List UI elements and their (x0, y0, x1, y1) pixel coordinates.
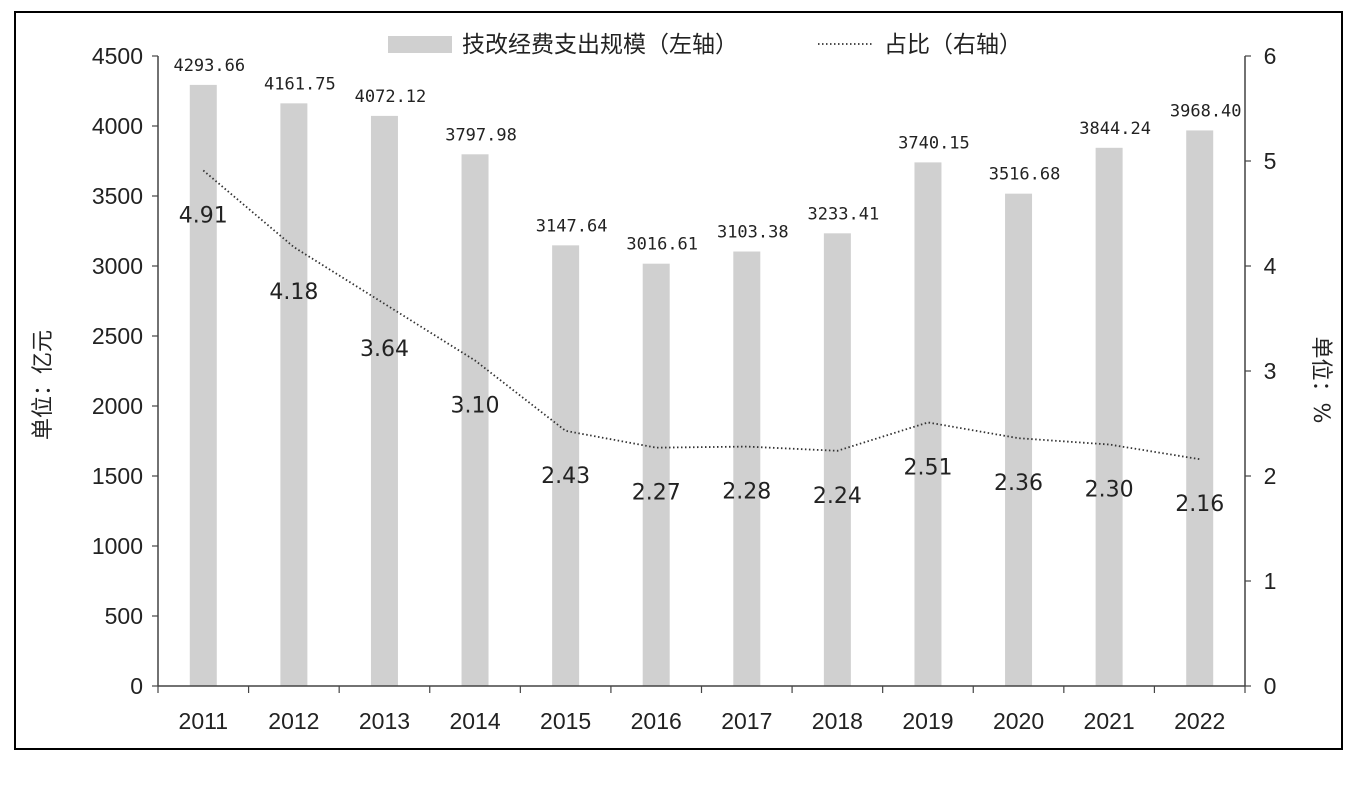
right-axis-title: 单位：% (1308, 337, 1333, 424)
ratio-value-label-2014: 3.10 (451, 394, 500, 419)
x-tick-label-2021: 2021 (1084, 708, 1135, 734)
x-tick-label-2018: 2018 (812, 708, 863, 734)
legend-label-bar: 技改经费支出规模（左轴） (462, 32, 738, 58)
left-tick-label: 500 (105, 603, 143, 629)
bar-value-label-2022: 3968.40 (1170, 101, 1242, 121)
bar-2020 (1005, 193, 1033, 686)
legend-label-line: 占比（右轴） (884, 32, 1022, 58)
left-tick-label: 1500 (92, 463, 143, 489)
ratio-line-series (202, 169, 1200, 461)
x-tick-label-2014: 2014 (449, 708, 500, 734)
data-labels: 4293.66 4161.75 4072.12 3797.98 3147.64 3016.… (173, 56, 1241, 517)
ratio-value-label-2019: 2.51 (903, 455, 952, 480)
bar-2021 (1095, 147, 1123, 686)
bar-2011 (189, 84, 217, 687)
x-tick-label-2013: 2013 (359, 708, 410, 734)
ratio-value-label-2022: 2.16 (1175, 492, 1224, 517)
legend-swatch-bar (388, 36, 452, 53)
axes: 0 500 1000 1500 2000 2500 3000 3500 4000 4500 0 1 2 3… (31, 43, 1333, 734)
right-tick-label: 1 (1264, 568, 1277, 594)
left-tick-label: 1000 (92, 533, 143, 559)
ratio-value-label-2018: 2.24 (813, 484, 862, 509)
left-tick-label: 0 (130, 673, 143, 699)
x-tick-label-2019: 2019 (902, 708, 953, 734)
x-tick-label-2017: 2017 (721, 708, 772, 734)
right-tick-label: 5 (1264, 148, 1277, 174)
x-tick-label-2016: 2016 (631, 708, 682, 734)
x-tick-label-2020: 2020 (993, 708, 1044, 734)
bar-2015 (552, 245, 580, 687)
x-tick-label-2012: 2012 (268, 708, 319, 734)
bar-value-label-2021: 3844.24 (1079, 119, 1151, 139)
left-tick-label: 2500 (92, 323, 143, 349)
right-tick-label: 4 (1264, 253, 1277, 279)
bar-series (189, 84, 1214, 687)
x-tick-label-2022: 2022 (1174, 708, 1225, 734)
left-tick-label: 2000 (92, 393, 143, 419)
bar-value-label-2015: 3147.64 (536, 216, 608, 236)
ratio-value-label-2015: 2.43 (541, 464, 590, 489)
left-tick-label: 4500 (92, 43, 143, 69)
left-tick-label: 4000 (92, 113, 143, 139)
ratio-value-label-2013: 3.64 (360, 337, 409, 362)
bar-value-label-2019: 3740.15 (898, 133, 970, 153)
bar-2012 (280, 103, 308, 687)
right-tick-label: 2 (1264, 463, 1277, 489)
ratio-value-label-2017: 2.28 (722, 480, 771, 505)
bar-value-label-2012: 4161.75 (264, 74, 336, 94)
bar-2016 (642, 263, 670, 686)
right-tick-label: 0 (1264, 673, 1277, 699)
x-tick-label-2011: 2011 (179, 708, 228, 734)
bar-2022 (1186, 130, 1214, 686)
bar-value-label-2011: 4293.66 (173, 56, 245, 76)
ratio-value-label-2016: 2.27 (632, 481, 681, 506)
bar-value-label-2014: 3797.98 (445, 125, 517, 145)
ratio-value-label-2020: 2.36 (994, 471, 1043, 496)
right-tick-label: 3 (1264, 358, 1277, 384)
legend: 技改经费支出规模（左轴） 占比（右轴） (388, 32, 1022, 58)
bar-value-label-2017: 3103.38 (717, 223, 789, 243)
bar-2013 (370, 115, 398, 686)
bar-2014 (461, 154, 489, 686)
right-tick-label: 6 (1264, 43, 1277, 69)
ratio-value-label-2011: 4.91 (179, 203, 228, 228)
ratio-value-label-2012: 4.18 (269, 280, 318, 305)
bar-value-label-2018: 3233.41 (808, 204, 880, 224)
left-tick-label: 3500 (92, 183, 143, 209)
ratio-line (202, 169, 1200, 461)
bar-2017 (733, 251, 761, 686)
left-axis-title: 单位：亿元 (31, 330, 56, 440)
bar-value-label-2013: 4072.12 (355, 87, 427, 107)
bar-value-label-2020: 3516.68 (989, 165, 1061, 185)
left-tick-label: 3000 (92, 253, 143, 279)
x-tick-label-2015: 2015 (540, 708, 591, 734)
bar-value-label-2016: 3016.61 (626, 235, 698, 255)
bar-2018 (823, 233, 851, 686)
ratio-value-label-2021: 2.30 (1085, 478, 1134, 503)
